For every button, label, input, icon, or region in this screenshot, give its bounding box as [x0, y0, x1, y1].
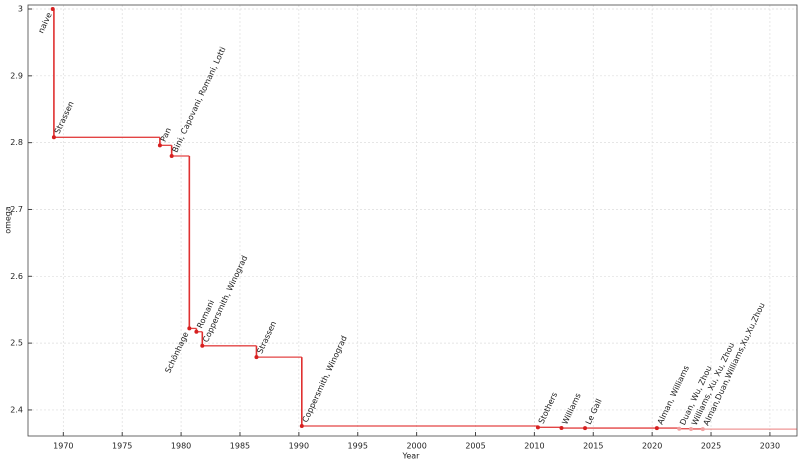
x-tick-label: 2020 — [642, 442, 662, 451]
data-point — [583, 426, 588, 431]
point-label: Pan — [159, 126, 173, 143]
data-point — [187, 326, 192, 331]
point-label: Alman,Duan,Williams,Xu,Xu,Zhou — [702, 301, 767, 427]
data-point — [299, 423, 304, 428]
data-point — [50, 7, 55, 12]
x-tick-label: 2010 — [524, 442, 544, 451]
data-point — [535, 425, 540, 430]
data-point — [677, 426, 682, 431]
point-label: Coppersmith, Winograd — [301, 334, 349, 424]
point-label: Stothers — [537, 391, 559, 425]
point-label: Strassen — [255, 320, 278, 355]
point-label: Schönhage — [163, 330, 190, 374]
y-axis-label: omega — [4, 206, 13, 234]
x-axis-label: Year — [402, 452, 421, 460]
x-tick-label: 2000 — [406, 442, 426, 451]
x-tick-label: 1970 — [53, 442, 73, 451]
data-point — [689, 426, 694, 431]
data-point — [51, 135, 56, 140]
point-label: Le Gall — [584, 397, 604, 426]
data-point — [194, 329, 199, 334]
x-tick-label: 2015 — [583, 442, 603, 451]
y-tick-label: 2.5 — [10, 339, 23, 348]
data-point — [654, 426, 659, 431]
y-tick-label: 2.4 — [10, 405, 23, 414]
data-point — [169, 154, 174, 159]
data-point — [700, 427, 705, 432]
x-tick-label: 1990 — [289, 442, 309, 451]
data-point — [559, 426, 564, 431]
y-tick-label: 2.9 — [10, 71, 23, 80]
plot-frame — [27, 4, 798, 437]
x-tick-label: 2025 — [701, 442, 721, 451]
x-tick-label: 1980 — [171, 442, 191, 451]
data-point — [157, 143, 162, 148]
data-point — [200, 343, 205, 348]
x-tick-label: 2030 — [760, 442, 780, 451]
x-tick-label: 2005 — [465, 442, 485, 451]
y-tick-label: 3 — [18, 5, 23, 14]
data-point — [254, 355, 259, 360]
y-tick-label: 2.6 — [10, 272, 23, 281]
point-label: naive — [36, 11, 53, 35]
point-label: Strassen — [53, 100, 76, 135]
point-label: Bini, Capovani, Romani, Lotti — [171, 45, 228, 153]
x-tick-label: 1975 — [112, 442, 132, 451]
x-tick-label: 1985 — [230, 442, 250, 451]
y-tick-label: 2.7 — [10, 205, 23, 214]
point-label: Williams — [560, 392, 582, 426]
y-tick-label: 2.8 — [10, 138, 23, 147]
x-tick-label: 1995 — [348, 442, 368, 451]
